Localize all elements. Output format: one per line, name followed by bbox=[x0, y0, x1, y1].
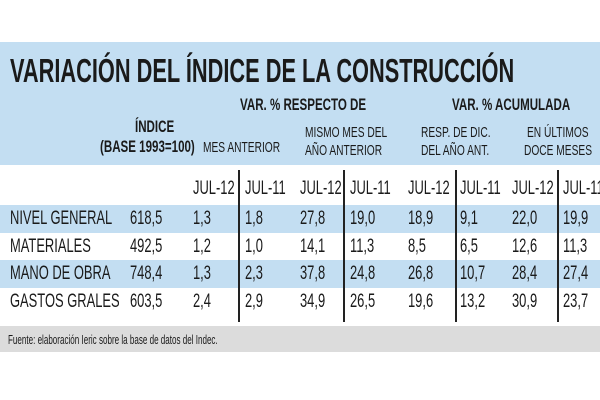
table-cell: 2,4 bbox=[193, 290, 211, 312]
group-header-var-acumulada: VAR. % ACUMULADA bbox=[452, 95, 571, 114]
table-cell: 1,3 bbox=[193, 208, 211, 229]
table-cell: 27,4 bbox=[563, 263, 589, 284]
table-cell: 11,3 bbox=[350, 235, 375, 257]
table-cell: 23,7 bbox=[563, 290, 589, 312]
table-cell: 19,6 bbox=[408, 290, 434, 312]
column-divider bbox=[455, 170, 457, 322]
source-note: Fuente: elaboración Ieric sobre la base … bbox=[8, 332, 218, 347]
footer-band bbox=[0, 326, 600, 352]
column-divider bbox=[343, 170, 345, 322]
period-header: JUL-11 bbox=[245, 178, 286, 199]
row-band bbox=[0, 260, 600, 288]
table-cell: 28,4 bbox=[512, 263, 538, 284]
period-header: JUL-12 bbox=[408, 178, 450, 199]
indice-header: ÍNDICE bbox=[135, 117, 175, 136]
table-cell: 6,5 bbox=[460, 235, 478, 257]
indice-value: 492,5 bbox=[130, 235, 163, 257]
table-cell: 24,8 bbox=[350, 263, 376, 284]
table-cell: 18,9 bbox=[408, 208, 434, 229]
subheader-mismo-mes-2: AÑO ANTERIOR bbox=[305, 142, 383, 159]
subheader-mes-anterior: MES ANTERIOR bbox=[203, 139, 281, 156]
table-cell: 19,9 bbox=[563, 208, 589, 229]
table-cell: 2,3 bbox=[245, 263, 263, 284]
table-cell: 10,7 bbox=[460, 263, 486, 284]
subheader-mismo-mes-1: MISMO MES DEL bbox=[305, 124, 388, 141]
subheader-resp-dic-1: RESP. DE DIC. bbox=[421, 124, 491, 141]
row-label: GASTOS GRALES bbox=[10, 290, 120, 312]
period-header: JUL-12 bbox=[512, 178, 554, 199]
subheader-ultimos-2: DOCE MESES bbox=[524, 142, 593, 159]
table-cell: 2,9 bbox=[245, 290, 263, 312]
period-header: JUL-12 bbox=[300, 178, 342, 199]
indice-value: 748,4 bbox=[130, 263, 163, 284]
table-cell: 11,3 bbox=[563, 235, 588, 257]
group-header-var-respecto: VAR. % RESPECTO DE bbox=[240, 95, 367, 114]
table-cell: 1,0 bbox=[245, 235, 263, 257]
table-cell: 1,8 bbox=[245, 208, 263, 229]
table-cell: 9,1 bbox=[460, 208, 478, 229]
base-header: (BASE 1993=100) bbox=[100, 137, 195, 156]
table-cell: 30,9 bbox=[512, 290, 538, 312]
subheader-ultimos-1: EN ÚLTIMOS bbox=[527, 124, 589, 141]
table-cell: 19,0 bbox=[350, 208, 376, 229]
table-cell: 37,8 bbox=[300, 263, 326, 284]
period-header: JUL-11 bbox=[563, 178, 600, 199]
table-cell: 27,8 bbox=[300, 208, 326, 229]
indice-value: 603,5 bbox=[130, 290, 163, 312]
table-title: VARIACIÓN DEL ÍNDICE DE LA CONSTRUCCIÓN bbox=[10, 52, 515, 89]
table-cell: 22,0 bbox=[512, 208, 538, 229]
column-divider bbox=[238, 170, 240, 322]
table-cell: 12,6 bbox=[512, 235, 538, 257]
table-cell: 34,9 bbox=[300, 290, 326, 312]
period-header: JUL-11 bbox=[460, 178, 501, 199]
row-label: MATERIALES bbox=[10, 235, 91, 257]
period-header: JUL-11 bbox=[350, 178, 391, 199]
table-cell: 14,1 bbox=[300, 235, 326, 257]
row-label: NIVEL GENERAL bbox=[10, 208, 113, 229]
table-cell: 13,2 bbox=[460, 290, 486, 312]
period-header: JUL-12 bbox=[193, 178, 235, 199]
table-cell: 1,2 bbox=[193, 235, 211, 257]
indice-value: 618,5 bbox=[130, 208, 163, 229]
header-band bbox=[0, 42, 600, 165]
column-divider bbox=[557, 170, 559, 322]
table-cell: 8,5 bbox=[408, 235, 426, 257]
subheader-resp-dic-2: DEL AÑO ANT. bbox=[421, 142, 490, 159]
table-cell: 26,5 bbox=[350, 290, 376, 312]
table-cell: 26,8 bbox=[408, 263, 434, 284]
row-band bbox=[0, 205, 600, 233]
row-label: MANO DE OBRA bbox=[10, 263, 111, 284]
table-cell: 1,3 bbox=[193, 263, 211, 284]
